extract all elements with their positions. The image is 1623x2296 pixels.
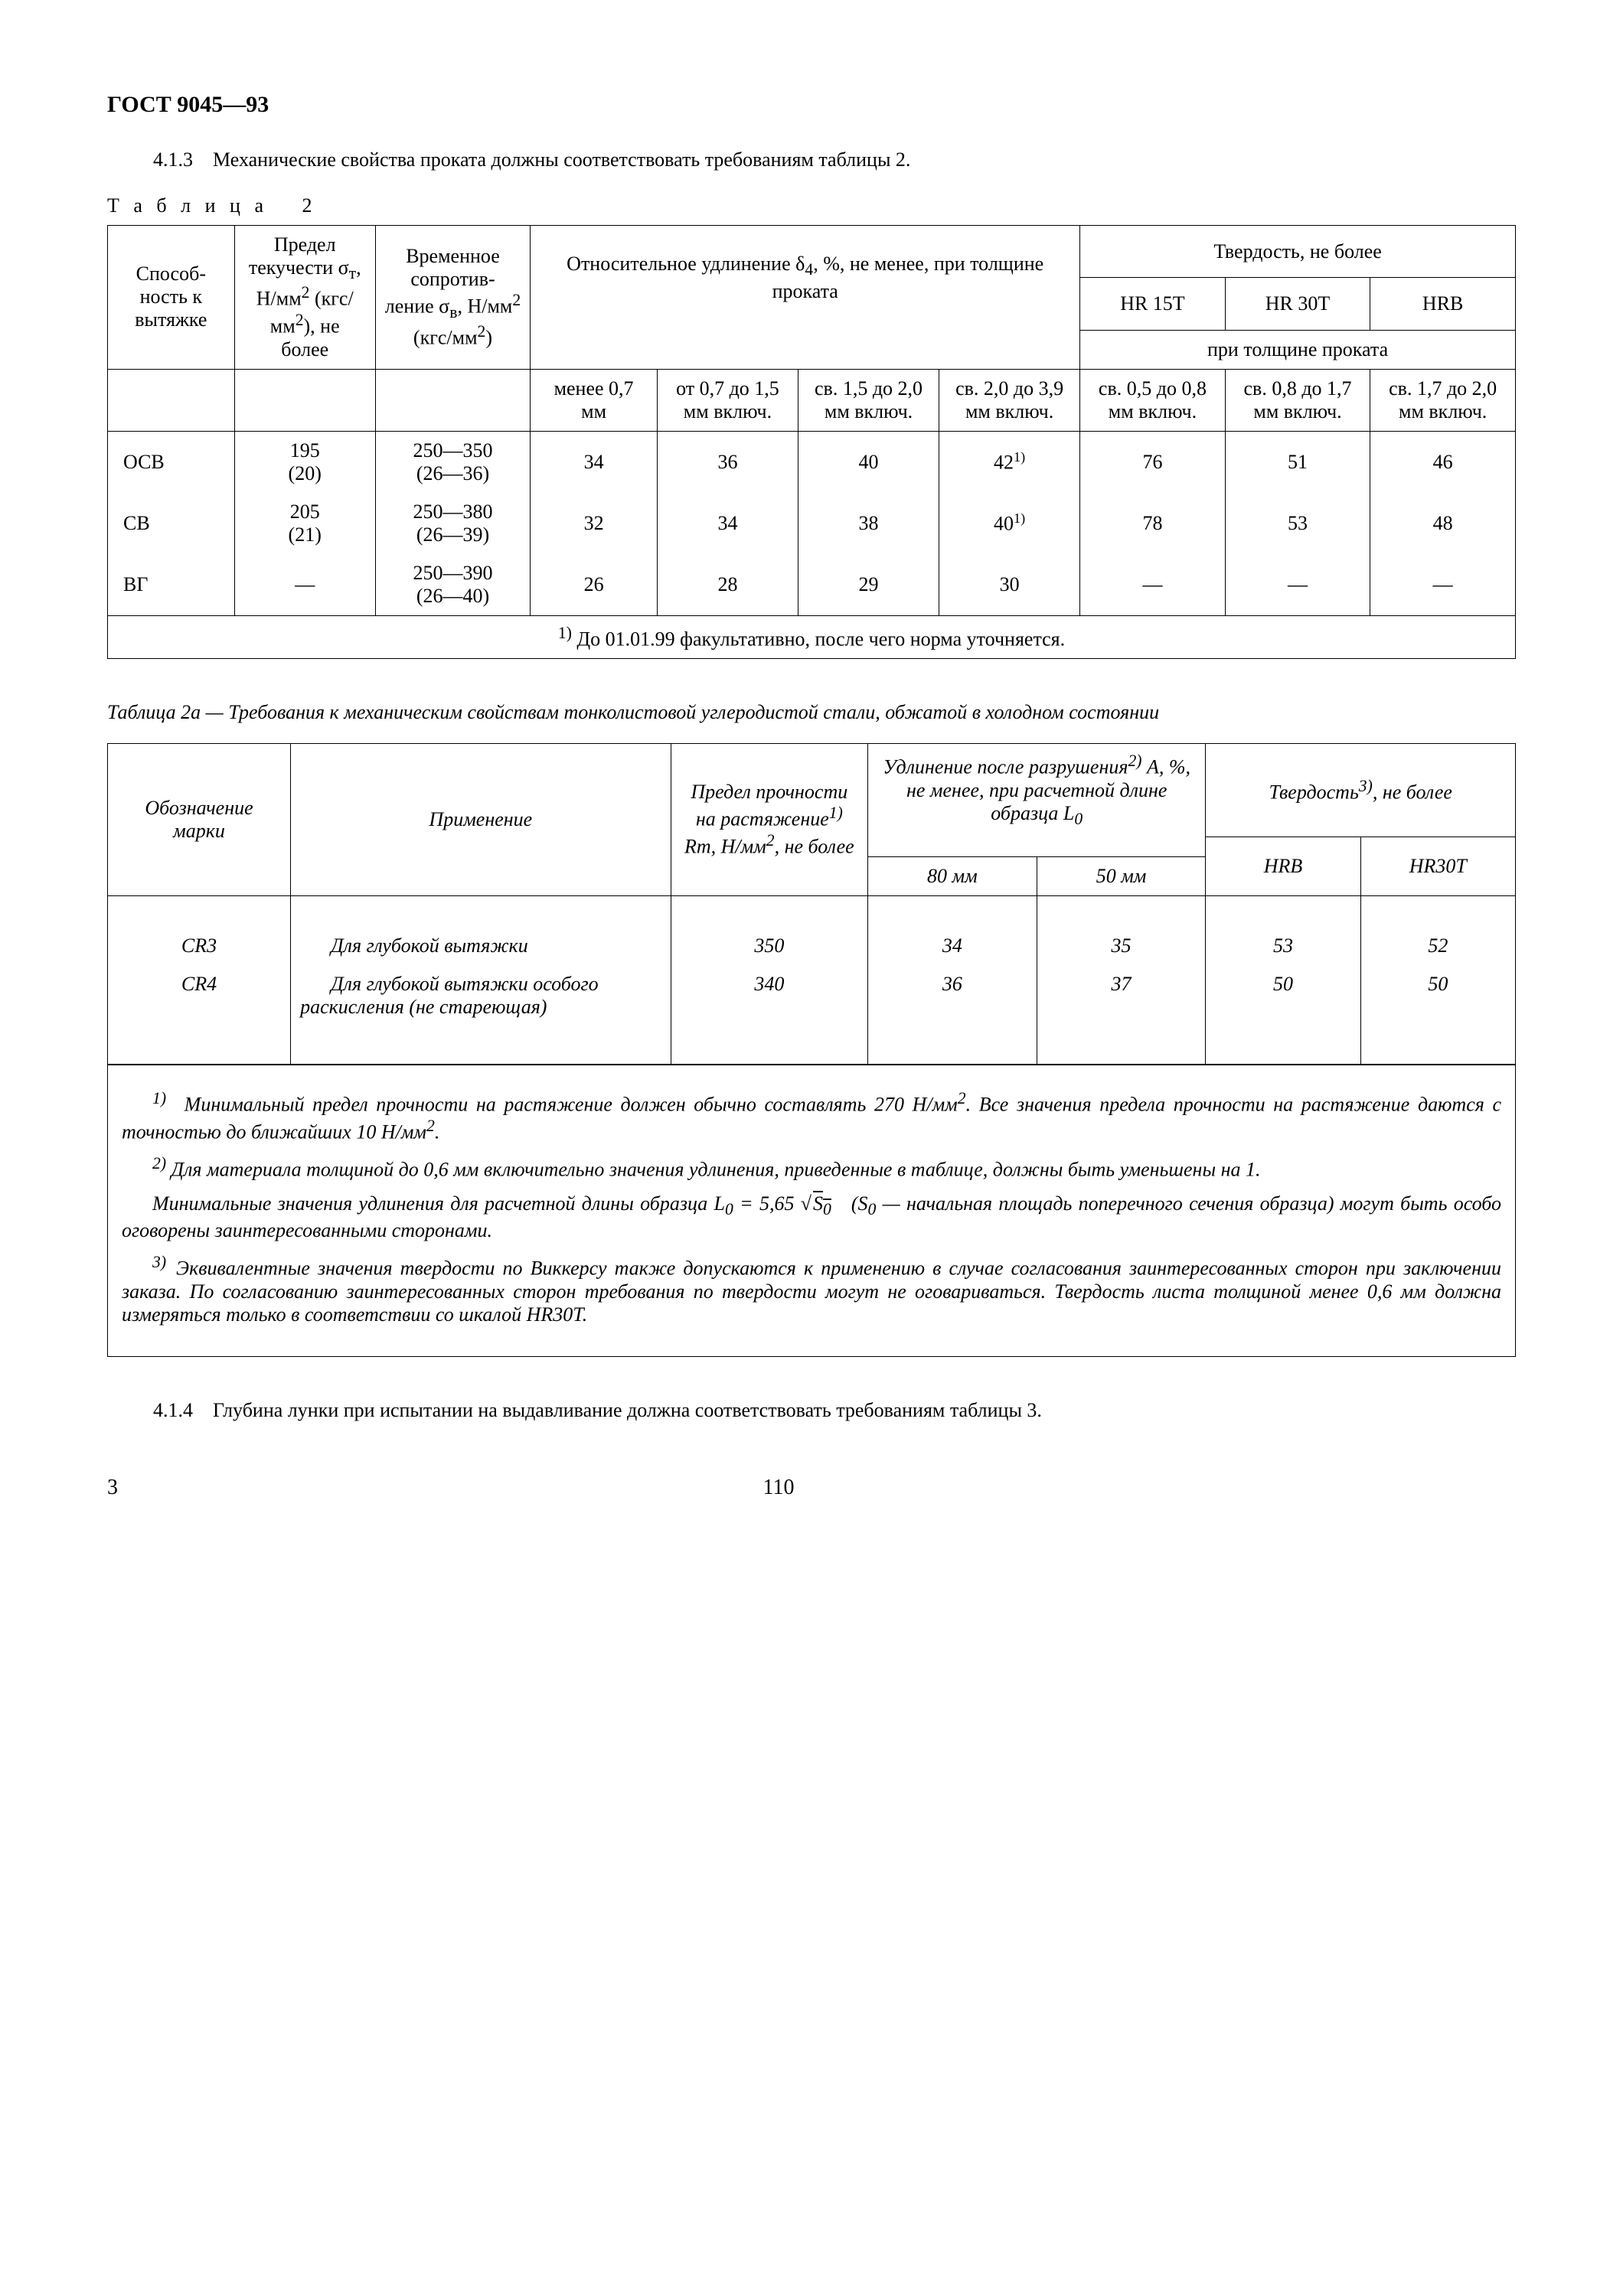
doc-header: ГОСТ 9045—93 [107,92,1516,118]
table-row: CR4 Для глубокой вытяжки особого раскисл… [108,965,1516,1065]
table-2-label: Т а б л и ц а 2 [107,194,1516,217]
t2-h-h2: св. 0,8 до 1,7 мм включ. [1225,369,1370,431]
paragraph-4-1-4: 4.1.4 Глубина лунки при испытании на выд… [107,1399,1516,1422]
table-row: ОСВ 195(20) 250—350(26—36) 34 36 40 421)… [108,431,1516,493]
t2-h-ability: Способ- ность к вытяжке [108,226,235,370]
t2-h-yield: Предел текучести σт, Н/мм2 (кгс/мм2), не… [234,226,375,370]
t2a-h-rm: Предел прочности на растяжение1) Rm, Н/м… [671,744,867,896]
t2-h-h1: св. 0,5 до 0,8 мм включ. [1080,369,1226,431]
table-2a-notes: 1) Минимальный предел прочности на растя… [107,1064,1516,1357]
t2-h-hr15t: HR 15T [1080,278,1226,330]
page-left: 3 [107,1476,118,1500]
t2-footnote: 1) До 01.01.99 факультативно, после чего… [108,615,1516,659]
table-2a: Обозначение марки Применение Предел проч… [107,743,1516,1065]
page-center: 110 [763,1476,795,1500]
t2a-h-hrb: HRB [1206,837,1360,896]
note-1: 1) Минимальный предел прочности на растя… [122,1089,1501,1143]
t2-h-hard-sub: при толщине проката [1080,330,1516,369]
table-2a-caption: Таблица 2а — Требования к механическим с… [107,701,1516,724]
t2-h-e1: менее 0,7 мм [531,369,658,431]
t2a-h-elong: Удлинение после разрушения2) A, %, не ме… [868,744,1206,837]
t2a-h-hard: Твердость3), не более [1206,744,1516,837]
t2-h-hr30t: HR 30T [1225,278,1370,330]
t2-h-e3: св. 1,5 до 2,0 мм включ. [798,369,939,431]
t2-h-strength: Временное сопротив- ление σв, Н/мм2 (кгс… [375,226,530,370]
note-3: 3) Эквивалентные значения твердости по В… [122,1253,1501,1326]
t2a-h-80: 80 мм [868,857,1037,896]
page-numbers: 3 110 [107,1476,1516,1500]
t2-h-e2: от 0,7 до 1,5 мм включ. [657,369,798,431]
t2a-h-50: 50 мм [1037,857,1206,896]
t2-h-elong-group: Относительное удлинение δ4, %, не менее,… [531,226,1080,331]
table-2: Способ- ность к вытяжке Предел текучести… [107,225,1516,659]
t2-h-h3: св. 1,7 до 2,0 мм включ. [1370,369,1516,431]
table-row: ВГ — 250—390(26—40) 26 28 29 30 — — — [108,554,1516,616]
t2-h-hard-group: Твердость, не более [1080,226,1516,278]
t2-h-hrb: HRB [1370,278,1516,330]
t2-h-e4: св. 2,0 до 3,9 мм включ. [939,369,1080,431]
table-row: CR3 Для глубокой вытяжки 350 34 35 53 52 [108,896,1516,966]
t2a-h-hr30t: HR30T [1360,837,1515,896]
t2a-h-mark: Обозначение марки [108,744,291,896]
note-2b: Минимальные значения удлинения для расче… [122,1192,1501,1242]
table-row: СВ 205(21) 250—380(26—39) 32 34 38 401) … [108,493,1516,554]
note-2: 2) Для материала толщиной до 0,6 мм вклю… [122,1154,1501,1182]
paragraph-4-1-3: 4.1.3 Механические свойства проката долж… [107,148,1516,171]
t2a-h-use: Применение [291,744,671,896]
